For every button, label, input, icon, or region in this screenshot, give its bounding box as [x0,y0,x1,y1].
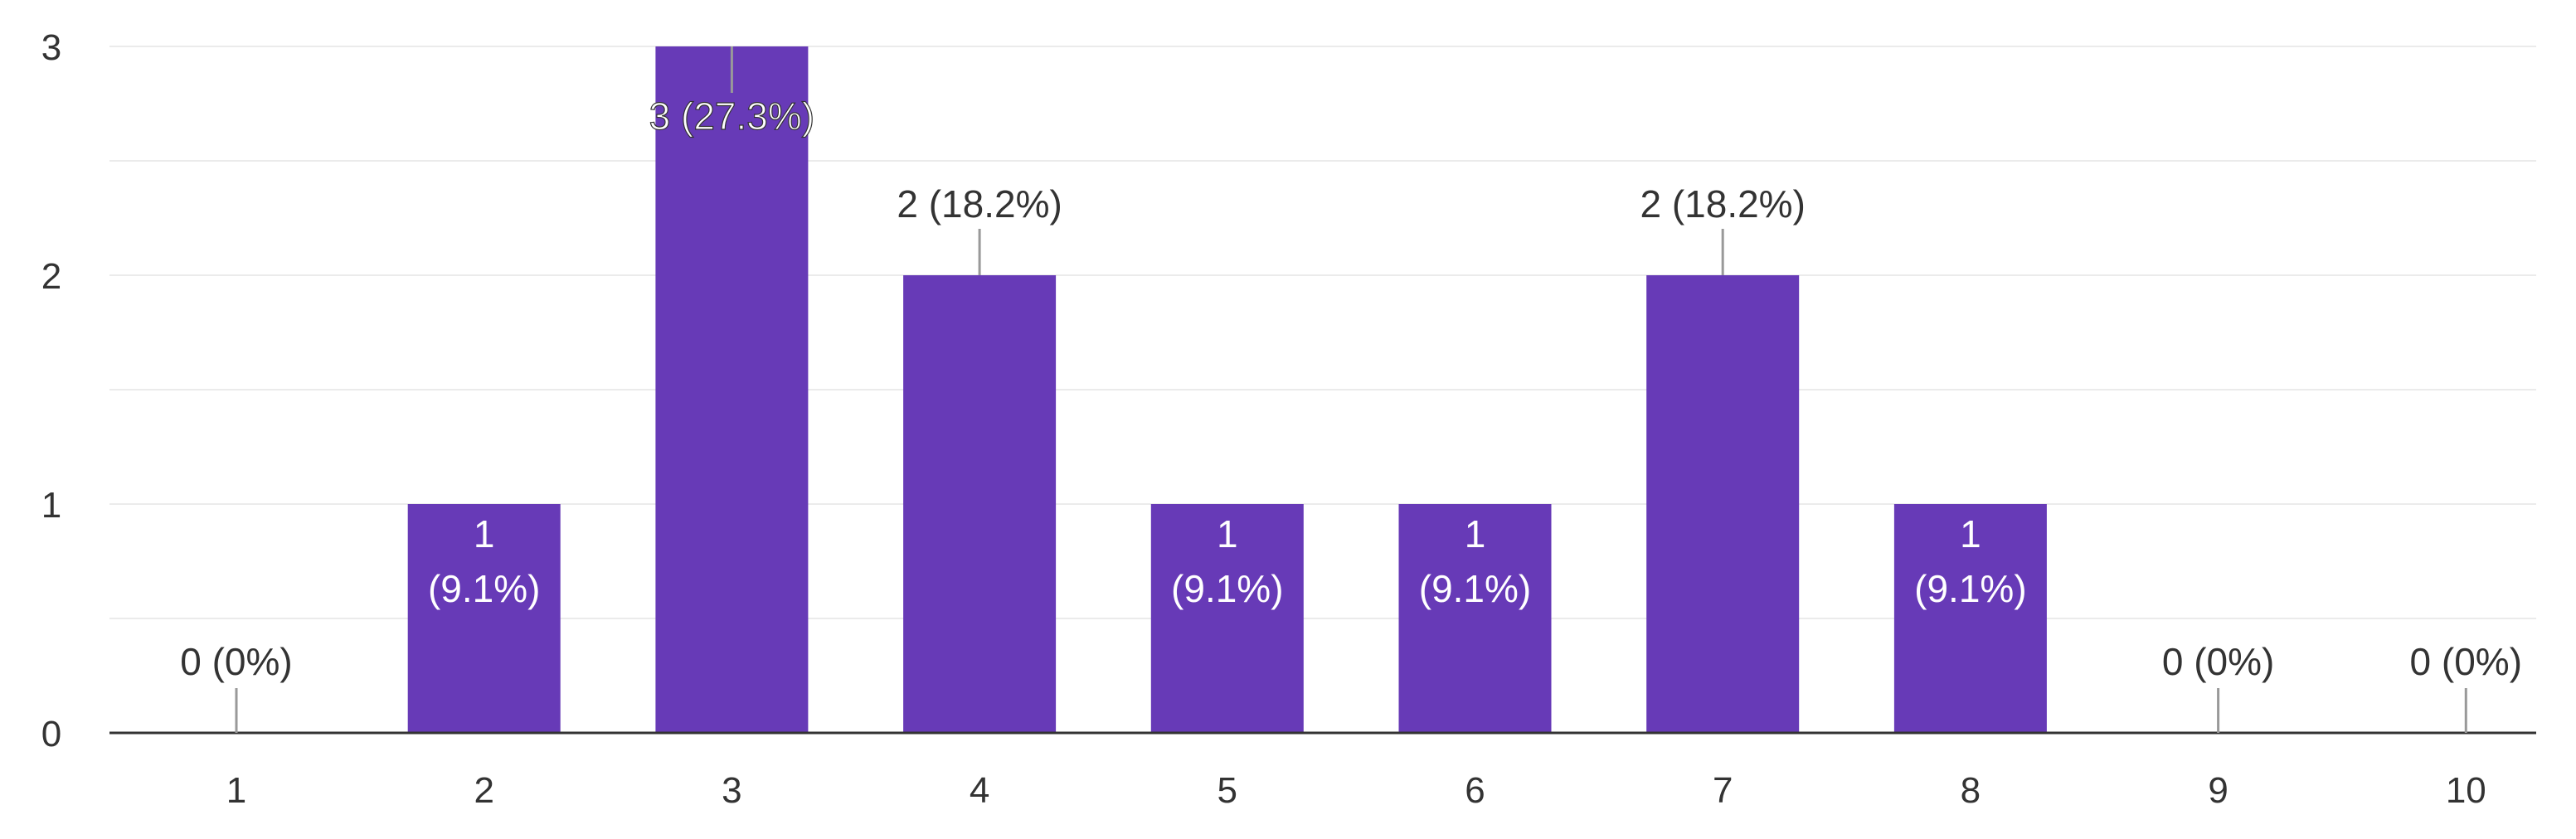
x-tick-label: 7 [1713,770,1733,811]
x-tick-label: 4 [970,770,989,811]
data-label-value: 1 [1465,512,1486,555]
x-tick-label: 8 [1961,770,1981,811]
data-label-percent: (9.1%) [1914,567,2026,610]
bar [1646,275,1800,733]
x-tick-label: 10 [2446,770,2486,811]
data-label-percent: (9.1%) [1171,567,1283,610]
data-label: 2 (18.2%) [1640,182,1805,226]
y-axis-ticks: 0 1 2 3 [41,27,61,754]
data-label: 3 (27.3%) [649,95,814,138]
data-label-value: 1 [1217,512,1238,555]
data-label-value: 1 [474,512,495,555]
bar [903,275,1057,733]
x-axis-ticks: 1 2 3 4 5 6 7 8 9 10 [226,770,2486,811]
x-tick-label: 5 [1218,770,1237,811]
y-tick-label: 2 [41,256,61,297]
data-label-percent: (9.1%) [428,567,540,610]
data-label: 0 (0%) [2410,640,2522,683]
x-tick-label: 3 [722,770,741,811]
y-tick-label: 3 [41,27,61,68]
x-tick-label: 6 [1465,770,1485,811]
x-tick-label: 9 [2208,770,2228,811]
bar [1893,504,2047,733]
bar [407,504,561,733]
y-tick-label: 0 [41,714,61,754]
y-tick-label: 1 [41,485,61,526]
bars [407,46,2047,733]
x-tick-label: 1 [226,770,246,811]
bar [1398,504,1552,733]
data-labels: 0 (0%) 1 (9.1%) 3 (27.3%) 2 (18.2%) 1 (9.1%) 1 (… [180,46,2522,733]
x-tick-label: 2 [474,770,493,811]
bar [1150,504,1304,733]
data-label-value: 1 [1960,512,1981,555]
data-label: 0 (0%) [180,640,292,683]
data-label-percent: (9.1%) [1419,567,1531,610]
data-label: 0 (0%) [2162,640,2274,683]
bar [655,46,809,733]
data-label: 2 (18.2%) [897,182,1062,226]
